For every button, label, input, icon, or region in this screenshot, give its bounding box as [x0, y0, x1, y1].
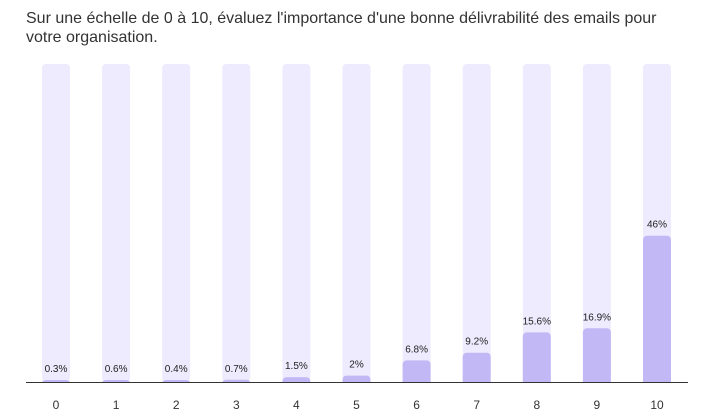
bar-track — [402, 64, 431, 382]
x-tick-label: 10 — [650, 398, 664, 412]
value-label: 9.2% — [465, 337, 488, 348]
value-label: 46% — [647, 220, 667, 231]
value-label: 1.5% — [285, 361, 308, 372]
bar — [643, 235, 671, 386]
bar — [522, 332, 551, 386]
bar-track — [102, 64, 131, 382]
value-label: 6.8% — [405, 344, 428, 355]
x-tick-label: 9 — [594, 398, 601, 412]
value-label: 0.3% — [45, 364, 68, 375]
value-label: 15.6% — [523, 316, 551, 327]
bar — [462, 352, 491, 386]
x-tick-label: 6 — [413, 398, 420, 412]
bar-track — [522, 64, 551, 382]
value-label: 0.6% — [105, 364, 128, 375]
value-label: 16.9% — [583, 312, 611, 323]
bar-track — [162, 64, 191, 382]
x-tick-label: 7 — [473, 398, 480, 412]
bar-track — [462, 64, 491, 382]
baseline-mask — [26, 382, 688, 390]
x-tick-label: 5 — [353, 398, 360, 412]
bar — [402, 360, 431, 386]
bar-track — [222, 64, 251, 382]
bar-track — [582, 64, 611, 382]
x-tick-label: 1 — [113, 398, 120, 412]
chart-title: Sur une échelle de 0 à 10, évaluez l'imp… — [26, 10, 657, 46]
x-tick-label: 2 — [173, 398, 180, 412]
bar-track — [342, 64, 371, 382]
value-label: 0.4% — [165, 364, 188, 375]
x-tick-label: 0 — [53, 398, 60, 412]
bar-track — [42, 64, 70, 382]
value-label: 2% — [349, 360, 364, 371]
bar — [582, 328, 611, 386]
bar-track — [282, 64, 311, 382]
x-tick-label: 8 — [533, 398, 540, 412]
value-label: 0.7% — [225, 364, 248, 375]
x-tick-label: 3 — [233, 398, 240, 412]
x-tick-label: 4 — [293, 398, 300, 412]
